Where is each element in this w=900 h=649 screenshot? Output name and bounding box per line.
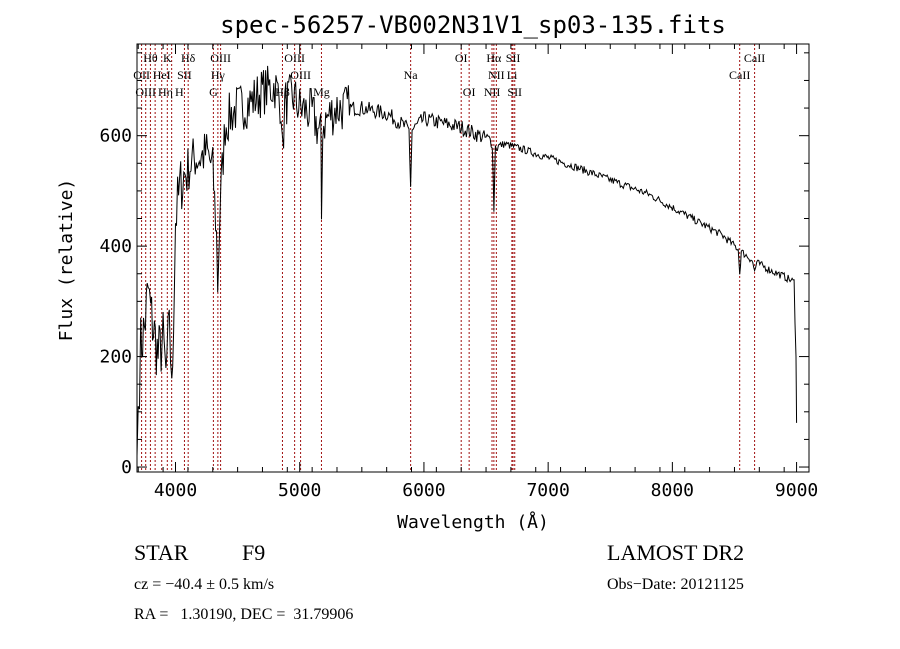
plot-frame bbox=[136, 43, 810, 473]
object-subclass: F9 bbox=[242, 540, 265, 565]
coordinates: RA = 1.30190, DEC = 31.79906 bbox=[134, 606, 353, 623]
y-tick-label: 600 bbox=[99, 126, 132, 147]
line-marker-label: G bbox=[209, 85, 218, 99]
x-axis-label: Wavelength (Å) bbox=[397, 511, 549, 533]
line-marker-label: SII bbox=[177, 68, 192, 82]
line-marker-label: Hθ bbox=[143, 51, 158, 65]
line-marker-label: H bbox=[175, 85, 184, 99]
line-marker-label: CaII bbox=[729, 68, 750, 82]
x-tick-label: 7000 bbox=[526, 480, 569, 501]
line-marker-label: Na bbox=[404, 68, 419, 82]
line-marker-label: Li bbox=[507, 68, 518, 82]
y-axis: 0 200 400 600 bbox=[99, 52, 809, 478]
line-marker-label: SII bbox=[506, 51, 521, 65]
line-marker-label: Hγ bbox=[211, 68, 226, 82]
x-axis: 4000 5000 6000 7000 8000 9000 bbox=[137, 44, 818, 501]
x-tick-label: 5000 bbox=[278, 480, 321, 501]
line-marker-label: OIII bbox=[135, 85, 156, 99]
line-marker-label: Hα bbox=[486, 51, 502, 65]
line-marker-label: OIII bbox=[284, 51, 305, 65]
object-class: STAR bbox=[134, 540, 189, 565]
y-tick-label: 400 bbox=[99, 236, 132, 257]
redshift-cz: cz = −40.4 ± 0.5 km/s bbox=[134, 576, 274, 593]
spectrum-line bbox=[136, 65, 798, 457]
line-marker-label: OI bbox=[463, 85, 476, 99]
chart-title: spec-56257-VB002N31V1_sp03-135.fits bbox=[220, 11, 726, 39]
survey-name: LAMOST DR2 bbox=[607, 540, 744, 565]
line-marker-label: HeI bbox=[153, 68, 171, 82]
obs-date: Obs−Date: 20121125 bbox=[607, 576, 744, 593]
line-marker-label: NII bbox=[488, 68, 505, 82]
line-marker-label: OIII bbox=[290, 68, 311, 82]
line-marker-label: K bbox=[163, 51, 172, 65]
line-marker-labels: Hθ K Hδ OIII OIII Na OI Hα SII CaII OII HeI SII Hγ OII… bbox=[133, 51, 765, 99]
x-tick-label: 4000 bbox=[154, 480, 197, 501]
line-marker-label: NII bbox=[484, 85, 501, 99]
y-axis-label: Flux (relative) bbox=[56, 179, 77, 342]
y-tick-label: 200 bbox=[99, 347, 132, 368]
line-marker-label: Hδ bbox=[181, 51, 196, 65]
y-tick-label: 0 bbox=[121, 457, 132, 478]
line-marker-label: CaII bbox=[744, 51, 765, 65]
x-tick-label: 8000 bbox=[651, 480, 694, 501]
line-marker-label: Hη bbox=[158, 85, 173, 99]
line-marker-label: OII bbox=[133, 68, 150, 82]
x-tick-label: 6000 bbox=[402, 480, 445, 501]
line-marker-label: OIII bbox=[210, 51, 231, 65]
line-marker-label: OI bbox=[455, 51, 468, 65]
line-markers bbox=[141, 44, 756, 472]
x-tick-label: 9000 bbox=[775, 480, 818, 501]
line-marker-label: Mg bbox=[313, 85, 330, 99]
line-marker-label: SII bbox=[507, 85, 522, 99]
